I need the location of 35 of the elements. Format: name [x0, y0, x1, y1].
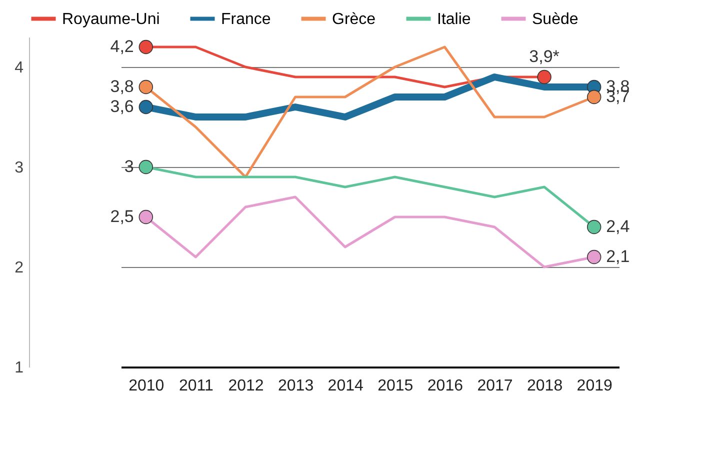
point	[586, 220, 602, 234]
data-label: 3,6	[110, 97, 134, 116]
x-tick-label: 2016	[427, 378, 464, 394]
legend-label: Italie	[437, 10, 471, 28]
data-label: 2,5	[110, 207, 134, 226]
y-tick-label: 2	[14, 260, 24, 276]
point	[586, 90, 602, 104]
data-label: 3,9*	[529, 47, 560, 66]
legend-label: Royaume-Uni	[62, 10, 160, 28]
legend-label: France	[221, 10, 271, 28]
x-tick-label: 2017	[477, 378, 513, 394]
x-tick-label: 2011	[178, 378, 214, 394]
data-label: 4,2	[110, 37, 134, 56]
point	[138, 80, 154, 94]
x-tick-label: 2014	[328, 378, 364, 394]
data-label: 2,1	[606, 247, 630, 266]
point	[138, 160, 154, 174]
x-tick-label: 2019	[576, 378, 612, 394]
x-tick-label: 2010	[128, 378, 164, 394]
point	[537, 70, 552, 84]
y-tick-label: 3	[14, 160, 24, 176]
x-tick-label: 2015	[378, 378, 414, 394]
data-label: 2,4	[606, 217, 630, 236]
data-label: 3,8	[110, 77, 134, 96]
point	[138, 210, 154, 224]
x-tick-label: 2013	[278, 378, 314, 394]
legend-label: Suède	[532, 10, 578, 28]
x-tick-label: 2012	[228, 378, 264, 394]
point	[138, 100, 154, 114]
y-tick-label: 4	[14, 60, 24, 76]
x-tick-label: 2018	[527, 378, 563, 394]
legend-label: Grèce	[332, 10, 376, 28]
point	[138, 40, 154, 54]
y-tick-label: 1	[14, 360, 24, 376]
point	[586, 250, 602, 264]
